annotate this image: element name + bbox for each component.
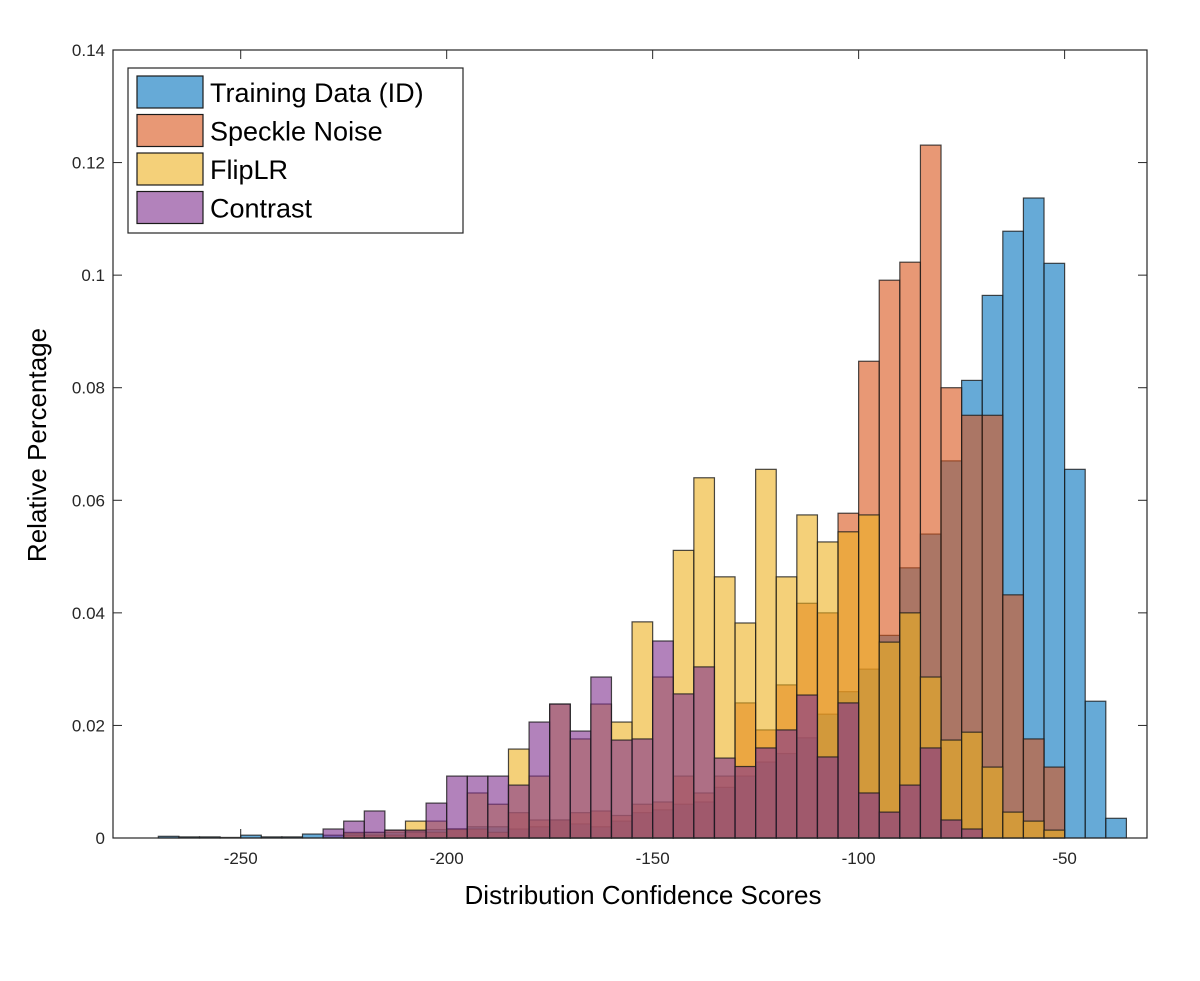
histogram-bar <box>693 666 716 839</box>
histogram-bar <box>878 641 901 839</box>
histogram-bar <box>528 721 551 839</box>
histogram-bar <box>652 640 674 839</box>
histogram-bar <box>384 829 407 839</box>
histogram-bar <box>590 676 613 839</box>
histogram-bar <box>1084 700 1107 839</box>
histogram-bar <box>672 693 695 839</box>
legend-swatch <box>136 190 204 225</box>
histogram-bar <box>363 810 386 839</box>
histogram-bar <box>466 775 489 839</box>
histogram-bar <box>816 756 839 839</box>
histogram-bar <box>878 811 901 839</box>
legend-swatch <box>136 152 204 186</box>
bars-group <box>157 144 1128 839</box>
x-axis-label: Distribution Confidence Scores <box>465 880 822 910</box>
histogram-bar <box>1064 468 1086 839</box>
axes-box <box>112 49 1148 839</box>
histogram-bar <box>837 702 860 839</box>
histogram-bar <box>1002 594 1025 839</box>
histogram-bar <box>569 730 592 839</box>
x-tick-label: -100 <box>842 849 876 868</box>
histogram-bar <box>610 739 633 839</box>
legend-label: Speckle Noise <box>210 117 383 147</box>
legend-label: FlipLR <box>210 155 288 185</box>
x-tick-label: -200 <box>430 849 464 868</box>
histogram-bar <box>961 731 983 839</box>
histogram-bar <box>1022 820 1045 839</box>
histogram-bar <box>755 747 777 839</box>
histogram-bar <box>343 820 365 839</box>
histogram-bar <box>1043 766 1066 839</box>
histogram-bar <box>775 729 798 839</box>
histogram-bar <box>1105 817 1128 839</box>
histogram-bar <box>487 775 510 839</box>
histogram-bar <box>734 765 757 839</box>
y-tick-label: 0.06 <box>72 491 105 510</box>
histogram-bar <box>549 703 571 839</box>
histogram-bar <box>322 828 345 839</box>
histogram-bar <box>1043 262 1066 839</box>
y-tick-label: 0.04 <box>72 604 105 623</box>
series-contrast <box>322 640 983 839</box>
histogram-bar <box>899 784 922 839</box>
y-tick-label: 0.12 <box>72 154 105 173</box>
legend: Training Data (ID) Speckle Noise FlipLR Con… <box>127 67 464 234</box>
histogram-bar <box>1043 829 1066 839</box>
legend-label: Training Data (ID) <box>210 78 424 108</box>
ticks-group: -250 -200 -150 -100 -50 0 0.02 0.04 0.06 0.08 0.1 0… <box>72 41 1147 868</box>
histogram-bar <box>507 784 530 839</box>
y-axis-label: Relative Percentage <box>22 328 52 562</box>
histogram-bar <box>631 738 654 839</box>
y-tick-label: 0.14 <box>72 41 105 60</box>
histogram-bar <box>713 757 736 839</box>
y-tick-label: 0.1 <box>81 266 105 285</box>
histogram-bar <box>858 514 880 839</box>
y-tick-label: 0.08 <box>72 379 105 398</box>
histogram-bar <box>425 802 448 839</box>
histogram-bar <box>858 792 880 839</box>
legend-swatch <box>136 113 204 148</box>
histogram-bar <box>940 819 963 839</box>
histogram-bar <box>1002 811 1025 839</box>
histogram-bar <box>446 775 468 839</box>
x-tick-label: -150 <box>636 849 670 868</box>
x-tick-label: -250 <box>224 849 258 868</box>
histogram-bar <box>796 694 819 839</box>
y-tick-label: 0.02 <box>72 716 105 735</box>
histogram-bar <box>961 828 983 839</box>
x-tick-label: -50 <box>1052 849 1077 868</box>
legend-label: Contrast <box>210 194 313 224</box>
histogram-bar <box>404 829 427 839</box>
histogram-bar <box>981 766 1004 839</box>
histogram-bar <box>919 747 942 839</box>
legend-swatch <box>136 75 204 109</box>
y-tick-label: 0 <box>96 829 105 848</box>
